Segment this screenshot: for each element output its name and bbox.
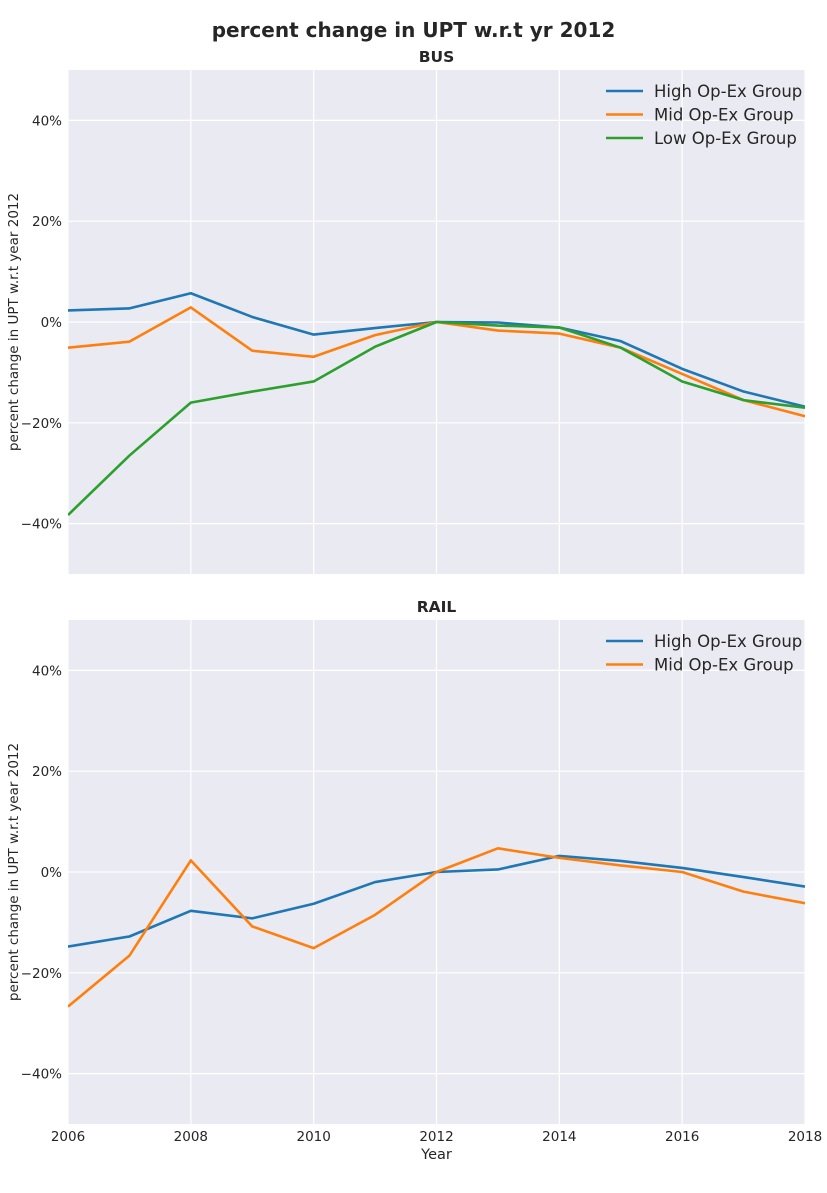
panel-bus-y-tick-label: −20%: [21, 416, 62, 432]
panel-bus-y-tick-label: 0%: [41, 315, 63, 331]
panel-rail-y-tick-label: −40%: [21, 1067, 62, 1083]
panel-rail-x-tick-label: 2008: [174, 1129, 208, 1145]
panel-bus-y-tick-label: 40%: [32, 113, 62, 129]
panel-bus-series-line-low-op-ex-group: [68, 320, 805, 516]
panel-bus-title: BUS: [419, 48, 455, 66]
panel-bus-y-tick-label: 20%: [32, 214, 62, 230]
figure-title: percent change in UPT w.r.t yr 2012: [211, 18, 616, 42]
panel-rail-y-tick-label: 40%: [32, 663, 62, 679]
panel-rail-y-tick-label: 20%: [32, 764, 62, 780]
panel-rail-x-axis-label: Year: [420, 1147, 452, 1163]
panel-bus-y-axis-label: percent change in UPT w.r.t year 2012: [6, 193, 22, 451]
panel-rail-y-axis-label: percent change in UPT w.r.t year 2012: [6, 743, 22, 1001]
panel-bus: −40% −20% 0% 20% 40% BUS percent change in UPT…: [6, 48, 806, 574]
panel-rail-x-tick-label: 2012: [419, 1129, 453, 1145]
panel-bus-legend-label: High Op-Ex Group: [654, 82, 802, 101]
panel-rail-x-tick-label: 2006: [51, 1129, 85, 1145]
panel-bus-legend-label: Mid Op-Ex Group: [654, 106, 794, 125]
panel-rail-y-tick-label: 0%: [41, 865, 63, 881]
panel-rail-series-line-mid-op-ex-group: [68, 847, 805, 1008]
panel-rail-legend-label: High Op-Ex Group: [654, 632, 802, 651]
panel-rail-y-tick-label: −20%: [21, 966, 62, 982]
panel-rail-x-tick-label: 2018: [788, 1129, 822, 1145]
panel-rail-x-tick-label: 2014: [542, 1129, 576, 1145]
panel-bus-y-tick-label: −40%: [21, 517, 62, 533]
panel-rail: −40% −20% 0% 20% 40% 2006 2008 2010 2012 2014 2016…: [6, 598, 822, 1163]
panel-rail-title: RAIL: [417, 598, 457, 616]
panel-rail-x-tick-label: 2016: [665, 1129, 699, 1145]
panel-rail-legend-label: Mid Op-Ex Group: [654, 656, 794, 675]
panel-rail-x-tick-label: 2010: [296, 1129, 330, 1145]
panel-bus-legend-label: Low Op-Ex Group: [654, 129, 797, 148]
